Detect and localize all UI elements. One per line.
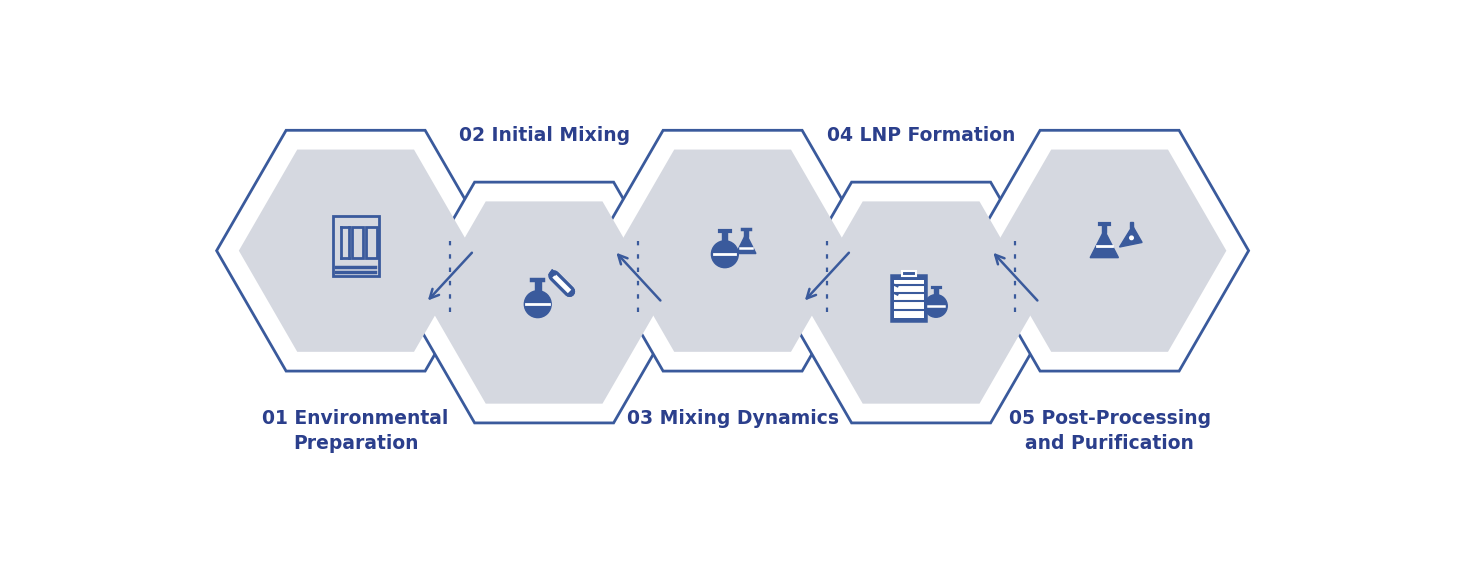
Text: 02 Initial Mixing: 02 Initial Mixing (458, 125, 629, 145)
Polygon shape (1120, 226, 1142, 247)
FancyArrowPatch shape (619, 255, 660, 301)
Bar (332, 216, 378, 276)
Bar (1130, 222, 1133, 228)
Polygon shape (405, 182, 684, 423)
Text: 05 Post-Processing
and Purification: 05 Post-Processing and Purification (1009, 408, 1211, 453)
Polygon shape (805, 201, 1038, 403)
Bar (933, 287, 938, 297)
Text: 03 Mixing Dynamics: 03 Mixing Dynamics (626, 408, 839, 428)
Bar (722, 231, 727, 244)
Circle shape (712, 241, 738, 268)
Polygon shape (783, 182, 1060, 423)
Bar (744, 229, 747, 237)
FancyArrowPatch shape (995, 255, 1037, 301)
Bar (894, 280, 925, 318)
Polygon shape (993, 150, 1226, 352)
Polygon shape (239, 150, 473, 352)
Text: 04 LNP Formation: 04 LNP Formation (827, 125, 1015, 145)
Polygon shape (616, 150, 849, 352)
Polygon shape (970, 131, 1248, 371)
Polygon shape (736, 234, 756, 254)
Bar (1102, 224, 1106, 233)
Circle shape (925, 294, 947, 318)
Bar (535, 280, 541, 294)
Bar (352, 227, 363, 258)
Polygon shape (594, 131, 871, 371)
Polygon shape (549, 270, 555, 275)
FancyArrowPatch shape (806, 253, 849, 298)
Polygon shape (217, 131, 495, 371)
Polygon shape (427, 201, 660, 403)
FancyArrowPatch shape (430, 253, 471, 298)
Bar (891, 275, 926, 321)
Circle shape (1130, 236, 1133, 240)
Bar (901, 271, 916, 276)
Text: 01 Environmental
Preparation: 01 Environmental Preparation (263, 408, 449, 453)
Polygon shape (1090, 230, 1118, 258)
Bar (366, 227, 377, 258)
Circle shape (524, 291, 551, 318)
